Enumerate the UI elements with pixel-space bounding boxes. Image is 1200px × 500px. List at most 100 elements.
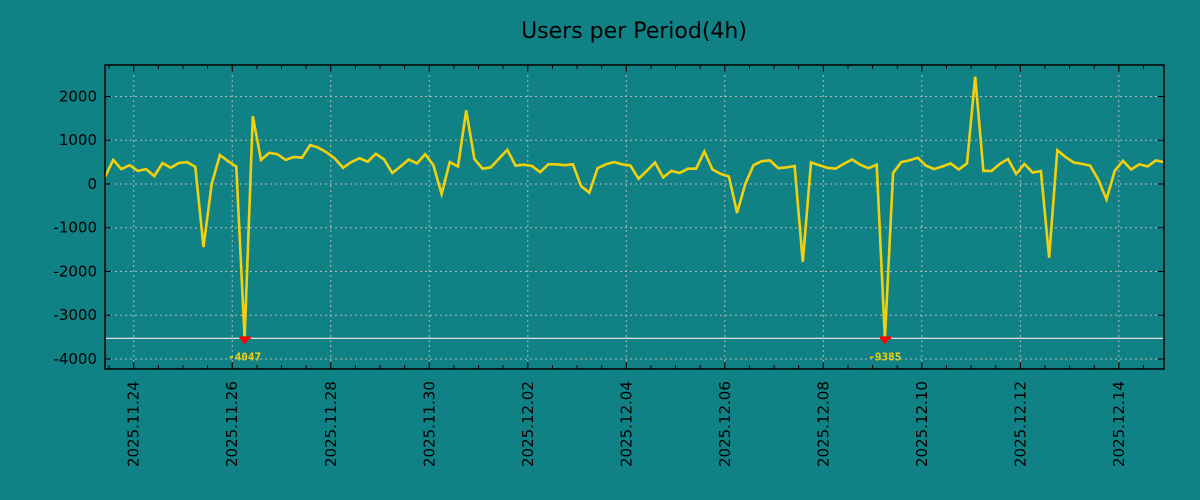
data-point [867,167,869,169]
data-point [547,163,549,165]
data-point [785,166,787,168]
series-line-users [103,76,1165,339]
data-point [835,168,837,170]
data-point [309,144,311,146]
data-point [941,165,943,167]
y-tick-label: 2000 [59,87,97,105]
x-tick-label: 2025.12.10 [913,381,931,467]
data-point [679,172,681,174]
data-point [490,166,492,168]
data-point [342,167,344,169]
data-point [826,167,828,169]
data-point [638,178,640,180]
data-point [818,164,820,166]
data-point [203,246,205,248]
data-point [211,183,213,185]
data-point [909,159,911,161]
data-point [186,161,188,163]
data-point [711,169,713,171]
data-point [219,154,221,156]
data-point [1106,198,1108,200]
data-point [227,160,229,162]
data-point [523,164,525,166]
data-point [933,168,935,170]
data-point [859,164,861,166]
data-point [572,163,574,165]
data-point [999,163,1001,165]
data-point [958,169,960,171]
data-point [761,160,763,162]
data-point [457,165,459,167]
data-point [966,162,968,164]
data-point [950,162,952,164]
y-tick-label: 1000 [59,131,97,149]
data-point [1138,163,1140,165]
x-tick-label: 2025.12.12 [1011,381,1029,467]
data-point [514,165,516,167]
min-annotation-label: -4047 [228,350,261,363]
data-point [391,172,393,174]
data-point [654,162,656,164]
data-point [982,170,984,172]
data-point [621,163,623,165]
y-tick-label: -4000 [53,350,97,368]
data-point [1147,165,1149,167]
data-point [744,183,746,185]
data-point [662,176,664,178]
data-point [449,161,451,163]
data-point [1114,170,1116,172]
data-point [137,170,139,172]
data-point [432,164,434,166]
data-point [605,163,607,165]
x-tick-label: 2025.12.02 [519,381,537,467]
min-marker-bar [239,336,251,340]
data-point [794,165,796,167]
data-point [350,161,352,163]
grid-lines [105,65,1164,369]
data-point [145,168,147,170]
x-tick-label: 2025.11.24 [125,381,143,467]
data-point [416,162,418,164]
data-point [974,76,976,78]
data-point [892,172,894,174]
data-point [326,151,328,153]
data-point [441,193,443,195]
x-tick-label: 2025.11.30 [420,381,438,467]
data-point [473,158,475,160]
data-point [1015,173,1017,175]
data-point [703,151,705,153]
data-point [317,147,319,149]
data-point [252,115,254,117]
data-point [112,159,114,161]
data-point [753,164,755,166]
data-point [736,212,738,214]
data-point [556,163,558,165]
data-point [153,175,155,177]
data-point [1007,158,1009,160]
data-point [408,158,410,160]
data-point [1089,165,1091,167]
data-point [260,159,262,161]
data-point [498,158,500,160]
data-point [531,165,533,167]
data-point [925,165,927,167]
data-point [301,157,303,159]
data-point [465,109,467,111]
data-point [383,158,385,160]
min-marker-bar [879,336,891,340]
data-point [670,170,672,172]
x-tick-label: 2025.12.06 [716,381,734,467]
data-point [293,156,295,158]
data-point [235,165,237,167]
data-point [695,168,697,170]
data-point [1048,256,1050,258]
data-point [876,164,878,166]
data-point [400,165,402,167]
data-point [268,152,270,154]
axes: 2000 1000 0 -1000 -2000 -3000 -4000 2025.11.24 2… [53,65,1164,467]
data-point [1122,160,1124,162]
data-point [129,164,131,166]
data-point [276,153,278,155]
data-point [1130,169,1132,171]
